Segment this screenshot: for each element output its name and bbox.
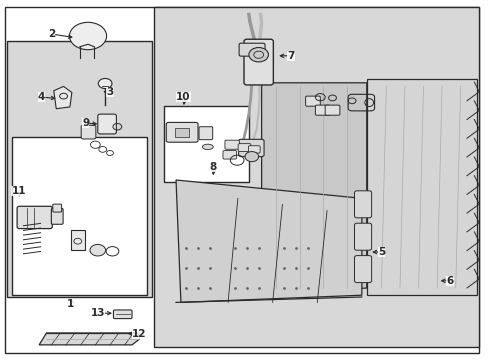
- Circle shape: [244, 152, 258, 162]
- FancyBboxPatch shape: [244, 39, 273, 85]
- FancyBboxPatch shape: [113, 310, 132, 319]
- Polygon shape: [39, 333, 139, 345]
- Text: 11: 11: [11, 186, 26, 196]
- FancyBboxPatch shape: [98, 114, 116, 134]
- Circle shape: [69, 22, 106, 50]
- Text: 3: 3: [106, 87, 113, 97]
- FancyBboxPatch shape: [51, 208, 63, 224]
- Bar: [71, 230, 84, 250]
- Text: 10: 10: [176, 92, 190, 102]
- FancyBboxPatch shape: [354, 223, 371, 250]
- Circle shape: [248, 48, 268, 62]
- FancyBboxPatch shape: [53, 204, 61, 212]
- Text: 8: 8: [209, 162, 216, 172]
- Bar: [154, 7, 478, 347]
- Text: 7: 7: [286, 51, 294, 61]
- FancyBboxPatch shape: [248, 146, 260, 153]
- Bar: [12, 137, 146, 295]
- FancyBboxPatch shape: [354, 191, 371, 218]
- Polygon shape: [261, 83, 366, 295]
- FancyBboxPatch shape: [199, 127, 212, 140]
- FancyBboxPatch shape: [315, 105, 329, 115]
- FancyBboxPatch shape: [354, 256, 371, 283]
- FancyBboxPatch shape: [224, 140, 239, 149]
- FancyBboxPatch shape: [81, 125, 96, 139]
- Bar: [163, 106, 249, 182]
- FancyBboxPatch shape: [305, 96, 320, 106]
- FancyBboxPatch shape: [166, 122, 198, 142]
- FancyBboxPatch shape: [17, 206, 52, 229]
- Polygon shape: [54, 86, 72, 109]
- Text: 5: 5: [377, 247, 384, 257]
- Text: 12: 12: [132, 329, 146, 339]
- FancyBboxPatch shape: [325, 105, 339, 115]
- Circle shape: [98, 78, 112, 89]
- FancyBboxPatch shape: [239, 43, 264, 56]
- FancyBboxPatch shape: [223, 150, 236, 159]
- Ellipse shape: [202, 144, 213, 150]
- Text: 13: 13: [90, 308, 105, 318]
- FancyBboxPatch shape: [238, 139, 264, 157]
- Bar: [7, 41, 151, 297]
- Bar: [366, 79, 476, 295]
- Circle shape: [90, 244, 105, 256]
- Text: 2: 2: [48, 29, 55, 39]
- Text: 1: 1: [67, 299, 74, 309]
- Bar: [174, 128, 189, 137]
- Polygon shape: [176, 180, 361, 302]
- Text: 4: 4: [38, 92, 45, 102]
- Text: 6: 6: [446, 276, 452, 286]
- FancyBboxPatch shape: [238, 144, 250, 152]
- Text: 9: 9: [82, 118, 89, 128]
